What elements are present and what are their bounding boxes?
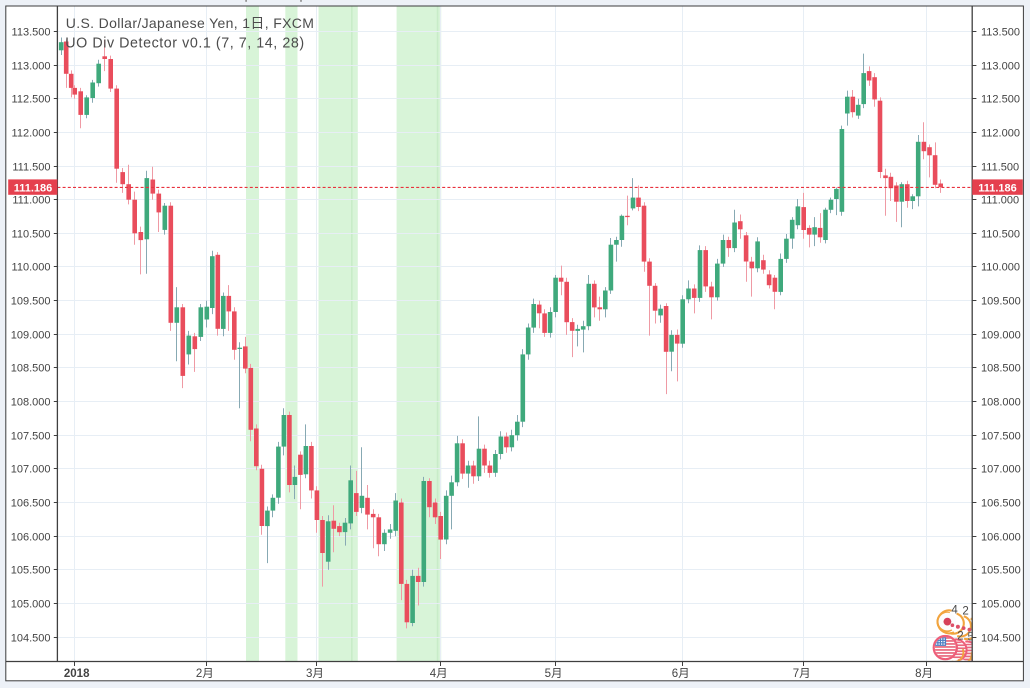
svg-text:112.500: 112.500 [12,93,51,105]
svg-text:5: 5 [967,631,973,643]
svg-text:105.000: 105.000 [11,598,51,610]
svg-text:107.000: 107.000 [11,463,51,475]
svg-text:2018: 2018 [64,668,90,680]
svg-text:113.500: 113.500 [12,26,51,38]
svg-text:110.500: 110.500 [12,228,51,240]
svg-text:113.500: 113.500 [981,26,1020,38]
svg-text:6月: 6月 [672,668,690,680]
svg-text:109.000: 109.000 [981,329,1021,341]
svg-text:107.500: 107.500 [981,430,1021,442]
svg-text:107.500: 107.500 [11,430,51,442]
svg-text:109.000: 109.000 [11,329,51,341]
svg-text:106.000: 106.000 [11,531,51,543]
svg-text:105.500: 105.500 [11,564,51,576]
svg-text:U.S. Dollar/Japanese Yen, 1日,: U.S. Dollar/Japanese Yen, 1日, FXCM [66,15,314,31]
svg-text:106.500: 106.500 [981,497,1021,509]
svg-text:4: 4 [951,604,958,616]
svg-text:108.000: 108.000 [981,396,1021,408]
svg-text:8月: 8月 [915,668,933,680]
svg-text:112.500: 112.500 [981,93,1020,105]
svg-text:108.500: 108.500 [981,362,1021,374]
svg-text:3月: 3月 [306,668,324,680]
svg-text:2: 2 [962,606,968,618]
svg-text:111.000: 111.000 [12,194,50,206]
svg-text:110.000: 110.000 [981,261,1020,273]
svg-text:113.000: 113.000 [12,60,51,72]
svg-text:108.000: 108.000 [11,396,51,408]
svg-text:108.500: 108.500 [11,362,51,374]
svg-text:111.186: 111.186 [978,182,1017,194]
svg-text:106.000: 106.000 [981,531,1021,543]
svg-text:104.500: 104.500 [981,632,1021,644]
svg-text:104.500: 104.500 [11,632,51,644]
svg-text:112.000: 112.000 [981,127,1020,139]
svg-text:111.500: 111.500 [12,161,50,173]
svg-text:107.000: 107.000 [981,463,1021,475]
svg-text:112.000: 112.000 [12,127,51,139]
svg-text:2: 2 [957,631,963,643]
svg-text:2月: 2月 [196,668,214,680]
svg-text:7月: 7月 [793,668,811,680]
svg-text:UO Div Detector v0.1 (7, 7, 14: UO Div Detector v0.1 (7, 7, 14, 28) [65,35,304,51]
svg-text:105.000: 105.000 [981,598,1021,610]
svg-text:110.000: 110.000 [12,261,51,273]
svg-text:111.000: 111.000 [981,194,1019,206]
svg-text:111.186: 111.186 [14,182,53,194]
svg-text:4月: 4月 [430,668,448,680]
svg-text:5月: 5月 [545,668,563,680]
svg-text:113.000: 113.000 [981,60,1020,72]
svg-text:110.500: 110.500 [981,228,1020,240]
svg-text:109.500: 109.500 [981,295,1021,307]
svg-text:105.500: 105.500 [981,564,1021,576]
svg-text:109.500: 109.500 [11,295,51,307]
svg-text:111.500: 111.500 [981,161,1019,173]
svg-text:106.500: 106.500 [11,497,51,509]
